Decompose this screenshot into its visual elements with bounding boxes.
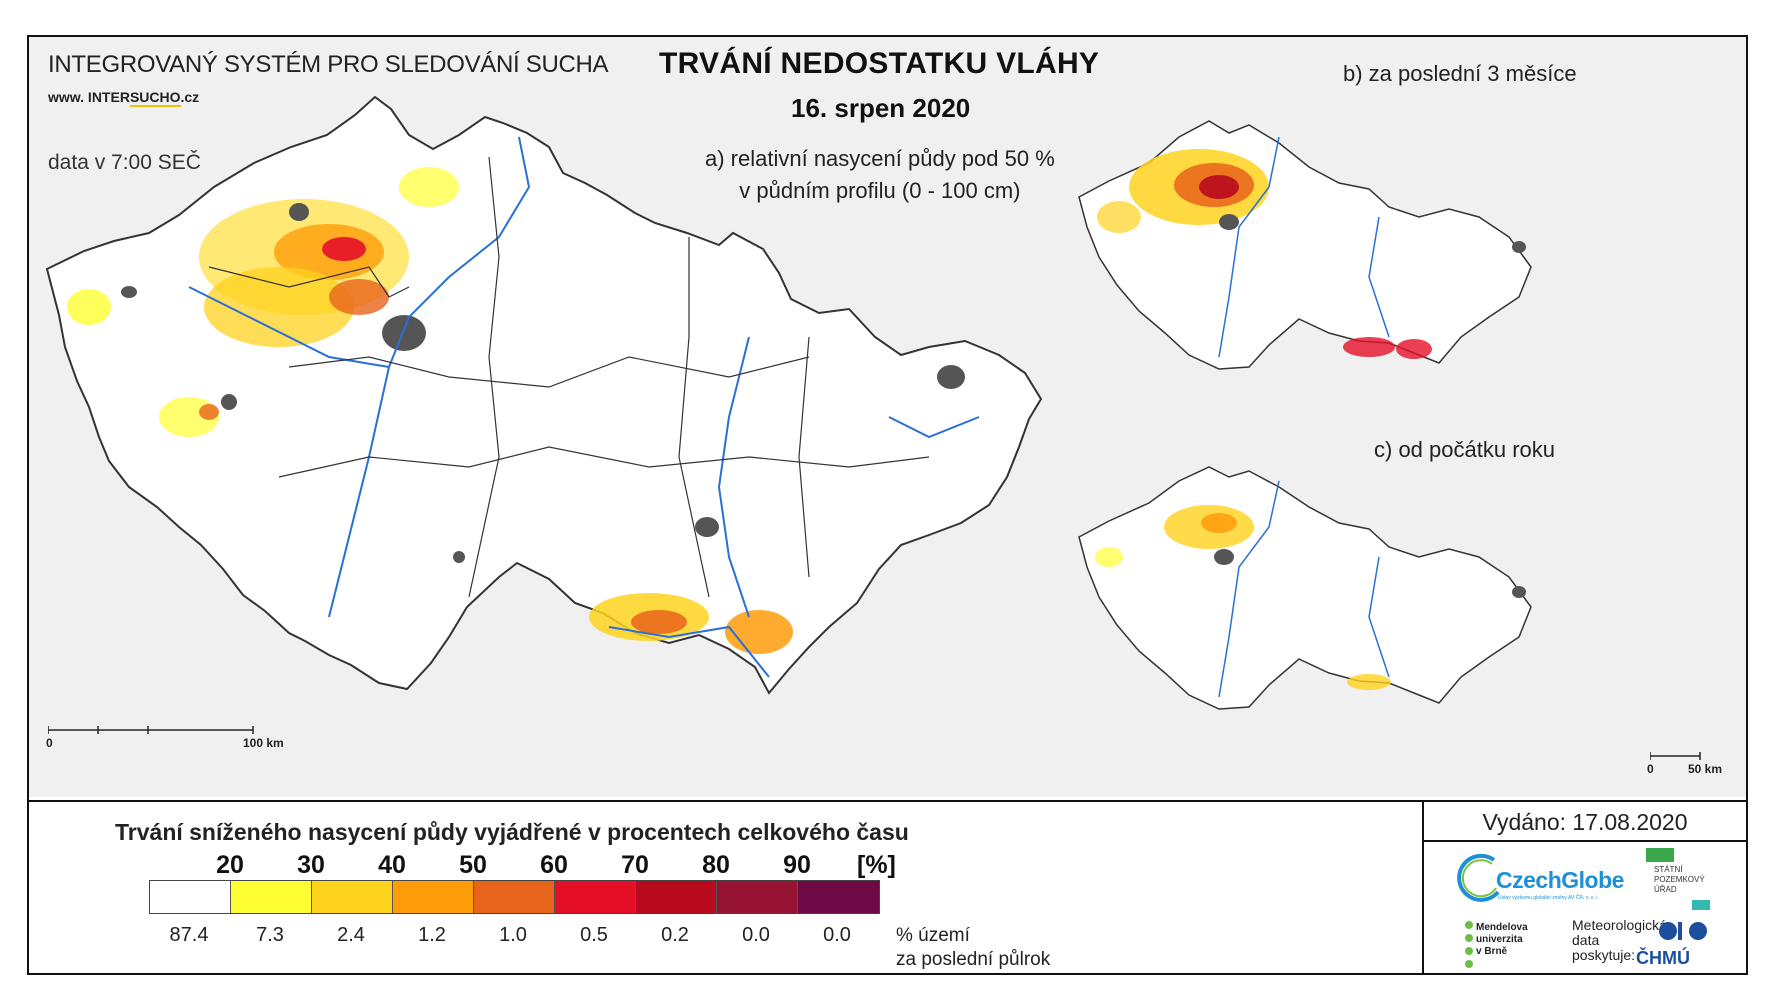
chmu-logo-icon	[1659, 922, 1707, 940]
legend-tick: 80	[702, 851, 730, 879]
scalebar-small-start: 0	[1647, 762, 1654, 776]
scalebar-main-end: 100 km	[243, 736, 284, 750]
publisher-panel: Vydáno: 17.08.2020 CzechGlobe Ústav výzk…	[1422, 802, 1746, 973]
spu-logo: STÁTNÍ POZEMKOVÝ ÚŘAD	[1654, 865, 1705, 894]
system-name: INTEGROVANÝ SYSTÉM PRO SLEDOVÁNÍ SUCHA	[48, 51, 609, 78]
map-c-country	[1078, 466, 1532, 710]
legend-tick: 50	[459, 851, 487, 879]
scalebar-main-start: 0	[46, 736, 53, 750]
map-c-label: c) od počátku roku	[1374, 437, 1555, 462]
data-time: data v 7:00 SEČ	[48, 151, 201, 174]
map-a-country	[45, 95, 1043, 695]
legend-percent: 0.5	[580, 924, 608, 946]
legend-tick: 90	[783, 851, 811, 879]
main-map	[45, 95, 1043, 695]
legend-percent: 1.2	[418, 924, 446, 946]
legend-swatch	[555, 881, 636, 913]
scalebar-small-end: 50 km	[1688, 762, 1723, 776]
website-link[interactable]: www. INTERSUCHO.cz	[48, 89, 200, 107]
meteo-data-credit: Meteorologická data poskytuje:	[1572, 917, 1667, 963]
legend-note: % území za poslední půlrok	[896, 925, 1051, 970]
map-a-rivers	[188, 136, 980, 678]
czechglobe-logo-icon	[1457, 853, 1500, 902]
spu-logo-icon	[1646, 848, 1674, 862]
map-a-cities	[121, 203, 965, 563]
czechglobe-logo: CzechGlobe	[1496, 867, 1624, 893]
chmu-logo: ČHMÚ	[1636, 948, 1690, 968]
legend-tick: 70	[621, 851, 649, 879]
map-b-label: b) za poslední 3 měsíce	[1343, 61, 1577, 86]
map-a-regions	[208, 156, 930, 598]
legend-title: Trvání sníženého nasycení půdy vyjádřené…	[115, 819, 909, 845]
czechglobe-subtitle: Ústav výzkumu globální změny AV ČR, v. v…	[1498, 895, 1599, 901]
legend-panel: Trvání sníženého nasycení půdy vyjádřené…	[29, 800, 1746, 973]
legend-unit: [%]	[857, 851, 896, 879]
legend-tick: 30	[297, 851, 325, 879]
map-area: INTEGROVANÝ SYSTÉM PRO SLEDOVÁNÍ SUCHA w…	[29, 37, 1746, 797]
map-date: 16. srpen 2020	[791, 93, 971, 123]
map-title: TRVÁNÍ NEDOSTATKU VLÁHY	[659, 47, 1100, 80]
map-a-drought-cells	[67, 167, 793, 654]
legend-swatch	[717, 881, 798, 913]
map-b	[1078, 120, 1532, 370]
issued-date: Vydáno: 17.08.2020	[1424, 802, 1746, 842]
legend-percent: 7.3	[256, 924, 284, 946]
map-b-country	[1078, 120, 1532, 370]
legend-swatch	[231, 881, 312, 913]
legend-percent: 0.0	[742, 924, 770, 946]
map-sheet: INTEGROVANÝ SYSTÉM PRO SLEDOVÁNÍ SUCHA w…	[27, 35, 1748, 975]
legend-swatch	[312, 881, 393, 913]
spu-teal-mark-icon	[1692, 900, 1710, 910]
legend-swatch	[798, 881, 879, 913]
legend-percent: 0.2	[661, 924, 689, 946]
mendel-dots-icon	[1465, 921, 1473, 968]
legend-swatch	[150, 881, 231, 913]
legend-swatch	[474, 881, 555, 913]
legend-tick: 60	[540, 851, 568, 879]
map-a-label: a) relativní nasycení půdy pod 50 % v pů…	[705, 146, 1055, 203]
legend-color-bar	[149, 880, 880, 914]
legend-swatch	[393, 881, 474, 913]
mendel-logo: Mendelova univerzita v Brně	[1476, 922, 1528, 957]
legend-tick: 40	[378, 851, 406, 879]
legend-percent: 0.0	[823, 924, 851, 946]
legend-percent: 1.0	[499, 924, 527, 946]
map-c	[1078, 466, 1532, 710]
legend-tick: 20	[216, 851, 244, 879]
legend-percent: 87.4	[169, 924, 209, 946]
legend-percent: 2.4	[337, 924, 365, 946]
legend-swatch	[636, 881, 717, 913]
